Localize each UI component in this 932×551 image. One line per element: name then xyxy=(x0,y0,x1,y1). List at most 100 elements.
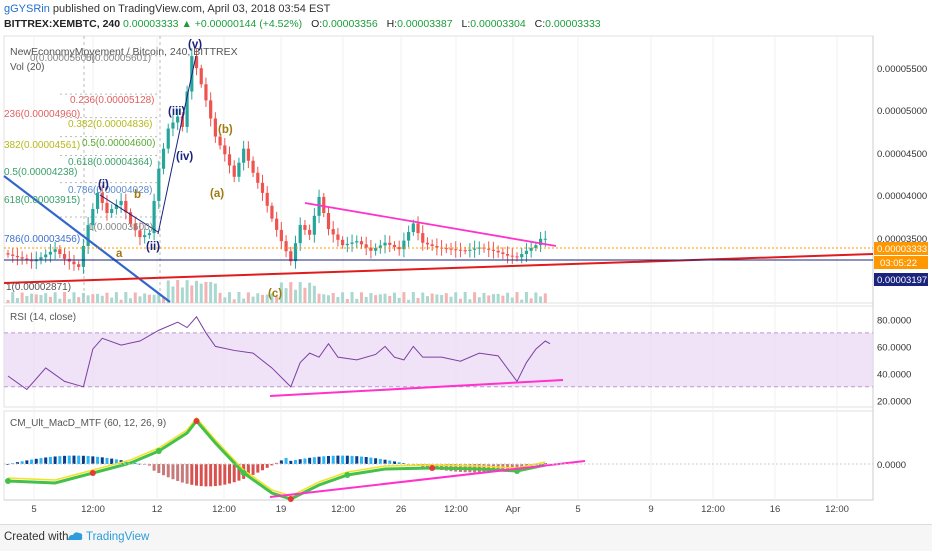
time-axis-label: 9 xyxy=(648,504,653,515)
macd-histogram-bar xyxy=(133,462,137,464)
candle-body xyxy=(416,223,420,234)
candle-body xyxy=(374,248,378,251)
candle-body xyxy=(199,68,203,85)
candle-body xyxy=(407,232,411,241)
candle-body xyxy=(322,196,326,214)
candle-body xyxy=(53,249,57,252)
volume-bar xyxy=(487,295,491,303)
macd-pane[interactable]: CM_Ult_MacD_MTF (60, 12, 26, 9) xyxy=(4,416,873,502)
time-axis-label: 12 xyxy=(152,504,163,515)
volume-bar xyxy=(388,295,392,303)
volume-bar xyxy=(180,287,184,303)
author-link[interactable]: gGYSRin xyxy=(4,3,50,15)
tradingview-brand-link[interactable]: TradingView xyxy=(86,531,150,543)
rsi-title: RSI (14, close) xyxy=(10,312,76,323)
volume-bar xyxy=(411,292,415,303)
volume-bar xyxy=(425,296,429,303)
macd-histogram-bar xyxy=(425,464,429,468)
volume-bar xyxy=(11,292,15,303)
fib-label: 0.236(0.00005128) xyxy=(70,95,155,106)
macd-histogram-bar xyxy=(364,457,368,464)
candle-body xyxy=(6,253,10,255)
candle-body xyxy=(232,165,236,177)
macd-histogram-bar xyxy=(369,457,373,464)
volume-bar xyxy=(143,293,147,303)
macd-line xyxy=(7,418,546,501)
volume-bar xyxy=(133,292,137,303)
macd-histogram-bar xyxy=(124,461,128,464)
candle-body xyxy=(425,242,430,245)
volume-bar xyxy=(100,295,104,303)
countdown-tag: 03:05:22 xyxy=(880,258,917,269)
volume-bar xyxy=(195,280,199,303)
volume-bar xyxy=(138,296,142,303)
main-pane[interactable]: NewEconomyMovement / Bitcoin, 240, BITTR… xyxy=(3,36,874,303)
volume-bar xyxy=(473,292,477,303)
publish-header: gGYSRin published on TradingView.com, Ap… xyxy=(4,3,330,15)
volume-bar xyxy=(39,295,43,303)
candle-body xyxy=(44,254,48,258)
volume-bar xyxy=(279,282,283,303)
macd-histogram-bar xyxy=(312,457,316,464)
volume-bar xyxy=(105,292,109,303)
volume-bar xyxy=(162,296,166,303)
candle-body xyxy=(463,250,467,252)
crosshair-price-tag: 0.00003197 xyxy=(877,275,927,286)
macd-histogram-bar xyxy=(256,464,260,473)
volume-bar xyxy=(124,292,128,303)
volume-bar xyxy=(407,299,411,303)
rsi-pane[interactable]: RSI (14, close) xyxy=(4,312,873,397)
macd-histogram-bar xyxy=(350,455,354,464)
ohlc-header: BITTREX:XEMBTC, 240 0.00003333 ▲ +0.0000… xyxy=(4,18,601,30)
macd-histogram-bar xyxy=(114,459,118,464)
candle-body xyxy=(496,250,500,253)
time-axis-label: 5 xyxy=(575,504,580,515)
candle-body xyxy=(468,249,472,251)
volume-bar xyxy=(96,293,100,303)
candle-body xyxy=(124,200,128,213)
volume-bar xyxy=(185,280,189,303)
volume-bar xyxy=(383,293,387,303)
volume-bar xyxy=(435,294,439,303)
candle-body xyxy=(95,192,100,209)
volume-bar xyxy=(91,294,95,303)
fib-label: 0.618(0.00004364) xyxy=(68,157,153,168)
candle-body xyxy=(204,84,208,101)
candle-body xyxy=(114,204,118,209)
chart-canvas[interactable]: NewEconomyMovement / Bitcoin, 240, BITTR… xyxy=(0,0,932,524)
macd-histogram-bar xyxy=(491,464,495,472)
candle-body xyxy=(515,256,519,258)
published-text: published on TradingView.com, April 03, … xyxy=(52,3,331,15)
volume-bar xyxy=(129,298,133,303)
macd-histogram-bar xyxy=(515,464,519,469)
tradingview-logo-icon xyxy=(66,530,84,545)
footer-bar: Created with TradingView xyxy=(0,524,932,551)
volume-label: Vol (20) xyxy=(10,62,44,73)
candle-body xyxy=(350,242,354,244)
candle-body xyxy=(143,235,147,238)
macd-histogram-bar xyxy=(176,464,180,481)
volume-bar xyxy=(270,293,274,303)
fib-label: 0.786(0.00004028) xyxy=(68,185,153,196)
macd-histogram-bar xyxy=(81,455,85,464)
volume-bar xyxy=(53,292,57,303)
macd-histogram-bar xyxy=(392,461,396,464)
macd-histogram-bar xyxy=(261,464,265,471)
candle-body xyxy=(510,255,514,257)
volume-bar xyxy=(477,297,481,303)
macd-histogram-bar xyxy=(96,456,100,464)
wave-label: (v) xyxy=(188,39,202,51)
candle-body xyxy=(275,218,279,230)
volume-bar xyxy=(114,292,118,303)
macd-histogram-bar xyxy=(303,458,307,464)
time-axis-label: 19 xyxy=(276,504,287,515)
wave-label: (c) xyxy=(268,288,282,300)
price-axis-label: 0.00004000 xyxy=(877,191,927,202)
macd-histogram-bar xyxy=(510,464,514,470)
volume-bar xyxy=(402,292,406,303)
price-axis-label: 0.00003500 xyxy=(877,234,927,245)
macd-histogram-bar xyxy=(171,464,175,480)
candle-body xyxy=(364,244,368,248)
rsi-band xyxy=(4,332,873,387)
time-axis-label: Apr xyxy=(506,504,521,515)
